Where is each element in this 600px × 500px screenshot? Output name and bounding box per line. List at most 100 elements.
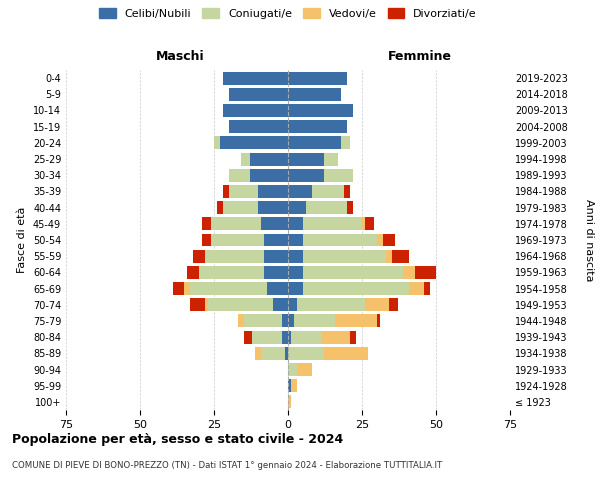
Bar xyxy=(244,330,253,344)
Bar xyxy=(365,298,389,311)
Bar xyxy=(205,250,265,262)
Text: Popolazione per età, sesso e stato civile - 2024: Popolazione per età, sesso e stato civil… xyxy=(12,432,343,446)
Bar xyxy=(282,330,288,344)
Bar xyxy=(341,136,350,149)
Bar xyxy=(288,347,323,360)
Bar xyxy=(256,347,262,360)
Bar xyxy=(288,201,306,214)
Bar xyxy=(190,282,267,295)
Bar xyxy=(223,104,288,117)
Bar xyxy=(392,250,409,262)
Bar xyxy=(389,298,398,311)
Bar xyxy=(265,266,288,279)
Bar xyxy=(244,314,282,328)
Bar xyxy=(208,298,273,311)
Bar xyxy=(362,218,365,230)
Bar xyxy=(229,120,288,133)
Legend: Celibi/Nubili, Coniugati/e, Vedovi/e, Divorziati/e: Celibi/Nubili, Coniugati/e, Vedovi/e, Di… xyxy=(99,8,477,19)
Bar xyxy=(288,330,291,344)
Bar xyxy=(350,330,356,344)
Bar xyxy=(220,136,288,149)
Bar xyxy=(403,266,415,279)
Bar xyxy=(424,282,430,295)
Bar xyxy=(294,314,335,328)
Bar xyxy=(259,201,288,214)
Bar xyxy=(288,72,347,85)
Bar xyxy=(288,218,303,230)
Bar xyxy=(323,169,353,181)
Bar xyxy=(288,88,341,101)
Bar xyxy=(223,201,259,214)
Bar xyxy=(288,120,347,133)
Bar xyxy=(288,379,291,392)
Bar xyxy=(303,250,386,262)
Bar xyxy=(297,298,365,311)
Bar xyxy=(288,363,297,376)
Bar xyxy=(217,201,223,214)
Bar xyxy=(241,152,250,166)
Bar xyxy=(323,347,368,360)
Bar xyxy=(288,234,303,246)
Bar xyxy=(229,169,250,181)
Bar xyxy=(193,250,205,262)
Bar xyxy=(173,282,184,295)
Bar xyxy=(323,152,338,166)
Bar xyxy=(238,314,244,328)
Bar xyxy=(199,266,265,279)
Bar xyxy=(223,185,229,198)
Bar xyxy=(288,282,303,295)
Bar xyxy=(262,347,285,360)
Bar xyxy=(347,201,353,214)
Bar xyxy=(273,298,288,311)
Bar xyxy=(211,218,262,230)
Bar xyxy=(365,218,374,230)
Bar xyxy=(223,72,288,85)
Bar xyxy=(202,218,211,230)
Bar xyxy=(288,298,297,311)
Bar xyxy=(265,234,288,246)
Bar xyxy=(288,136,341,149)
Text: Femmine: Femmine xyxy=(388,50,452,62)
Bar xyxy=(291,379,297,392)
Bar xyxy=(306,201,347,214)
Text: Maschi: Maschi xyxy=(155,50,205,62)
Bar xyxy=(303,282,409,295)
Bar xyxy=(377,234,383,246)
Bar xyxy=(214,136,220,149)
Bar xyxy=(335,314,377,328)
Bar xyxy=(285,347,288,360)
Y-axis label: Fasce di età: Fasce di età xyxy=(17,207,27,273)
Bar xyxy=(190,298,205,311)
Bar xyxy=(303,234,377,246)
Bar xyxy=(383,234,395,246)
Bar xyxy=(184,282,190,295)
Bar xyxy=(311,185,344,198)
Bar xyxy=(303,266,403,279)
Bar xyxy=(211,234,265,246)
Bar xyxy=(282,314,288,328)
Bar xyxy=(291,330,320,344)
Bar xyxy=(250,152,288,166)
Bar xyxy=(297,363,311,376)
Bar xyxy=(303,218,362,230)
Bar xyxy=(415,266,436,279)
Text: COMUNE DI PIEVE DI BONO-PREZZO (TN) - Dati ISTAT 1° gennaio 2024 - Elaborazione : COMUNE DI PIEVE DI BONO-PREZZO (TN) - Da… xyxy=(12,461,442,470)
Bar xyxy=(288,250,303,262)
Bar xyxy=(253,330,282,344)
Bar xyxy=(205,298,208,311)
Bar xyxy=(288,266,303,279)
Bar xyxy=(229,185,259,198)
Bar xyxy=(229,88,288,101)
Bar xyxy=(288,185,311,198)
Bar xyxy=(386,250,392,262)
Bar xyxy=(288,314,294,328)
Bar xyxy=(288,169,323,181)
Bar xyxy=(267,282,288,295)
Bar xyxy=(288,152,323,166)
Bar xyxy=(320,330,350,344)
Bar xyxy=(187,266,199,279)
Bar xyxy=(377,314,380,328)
Bar xyxy=(344,185,350,198)
Y-axis label: Anni di nascita: Anni di nascita xyxy=(584,198,595,281)
Bar xyxy=(202,234,211,246)
